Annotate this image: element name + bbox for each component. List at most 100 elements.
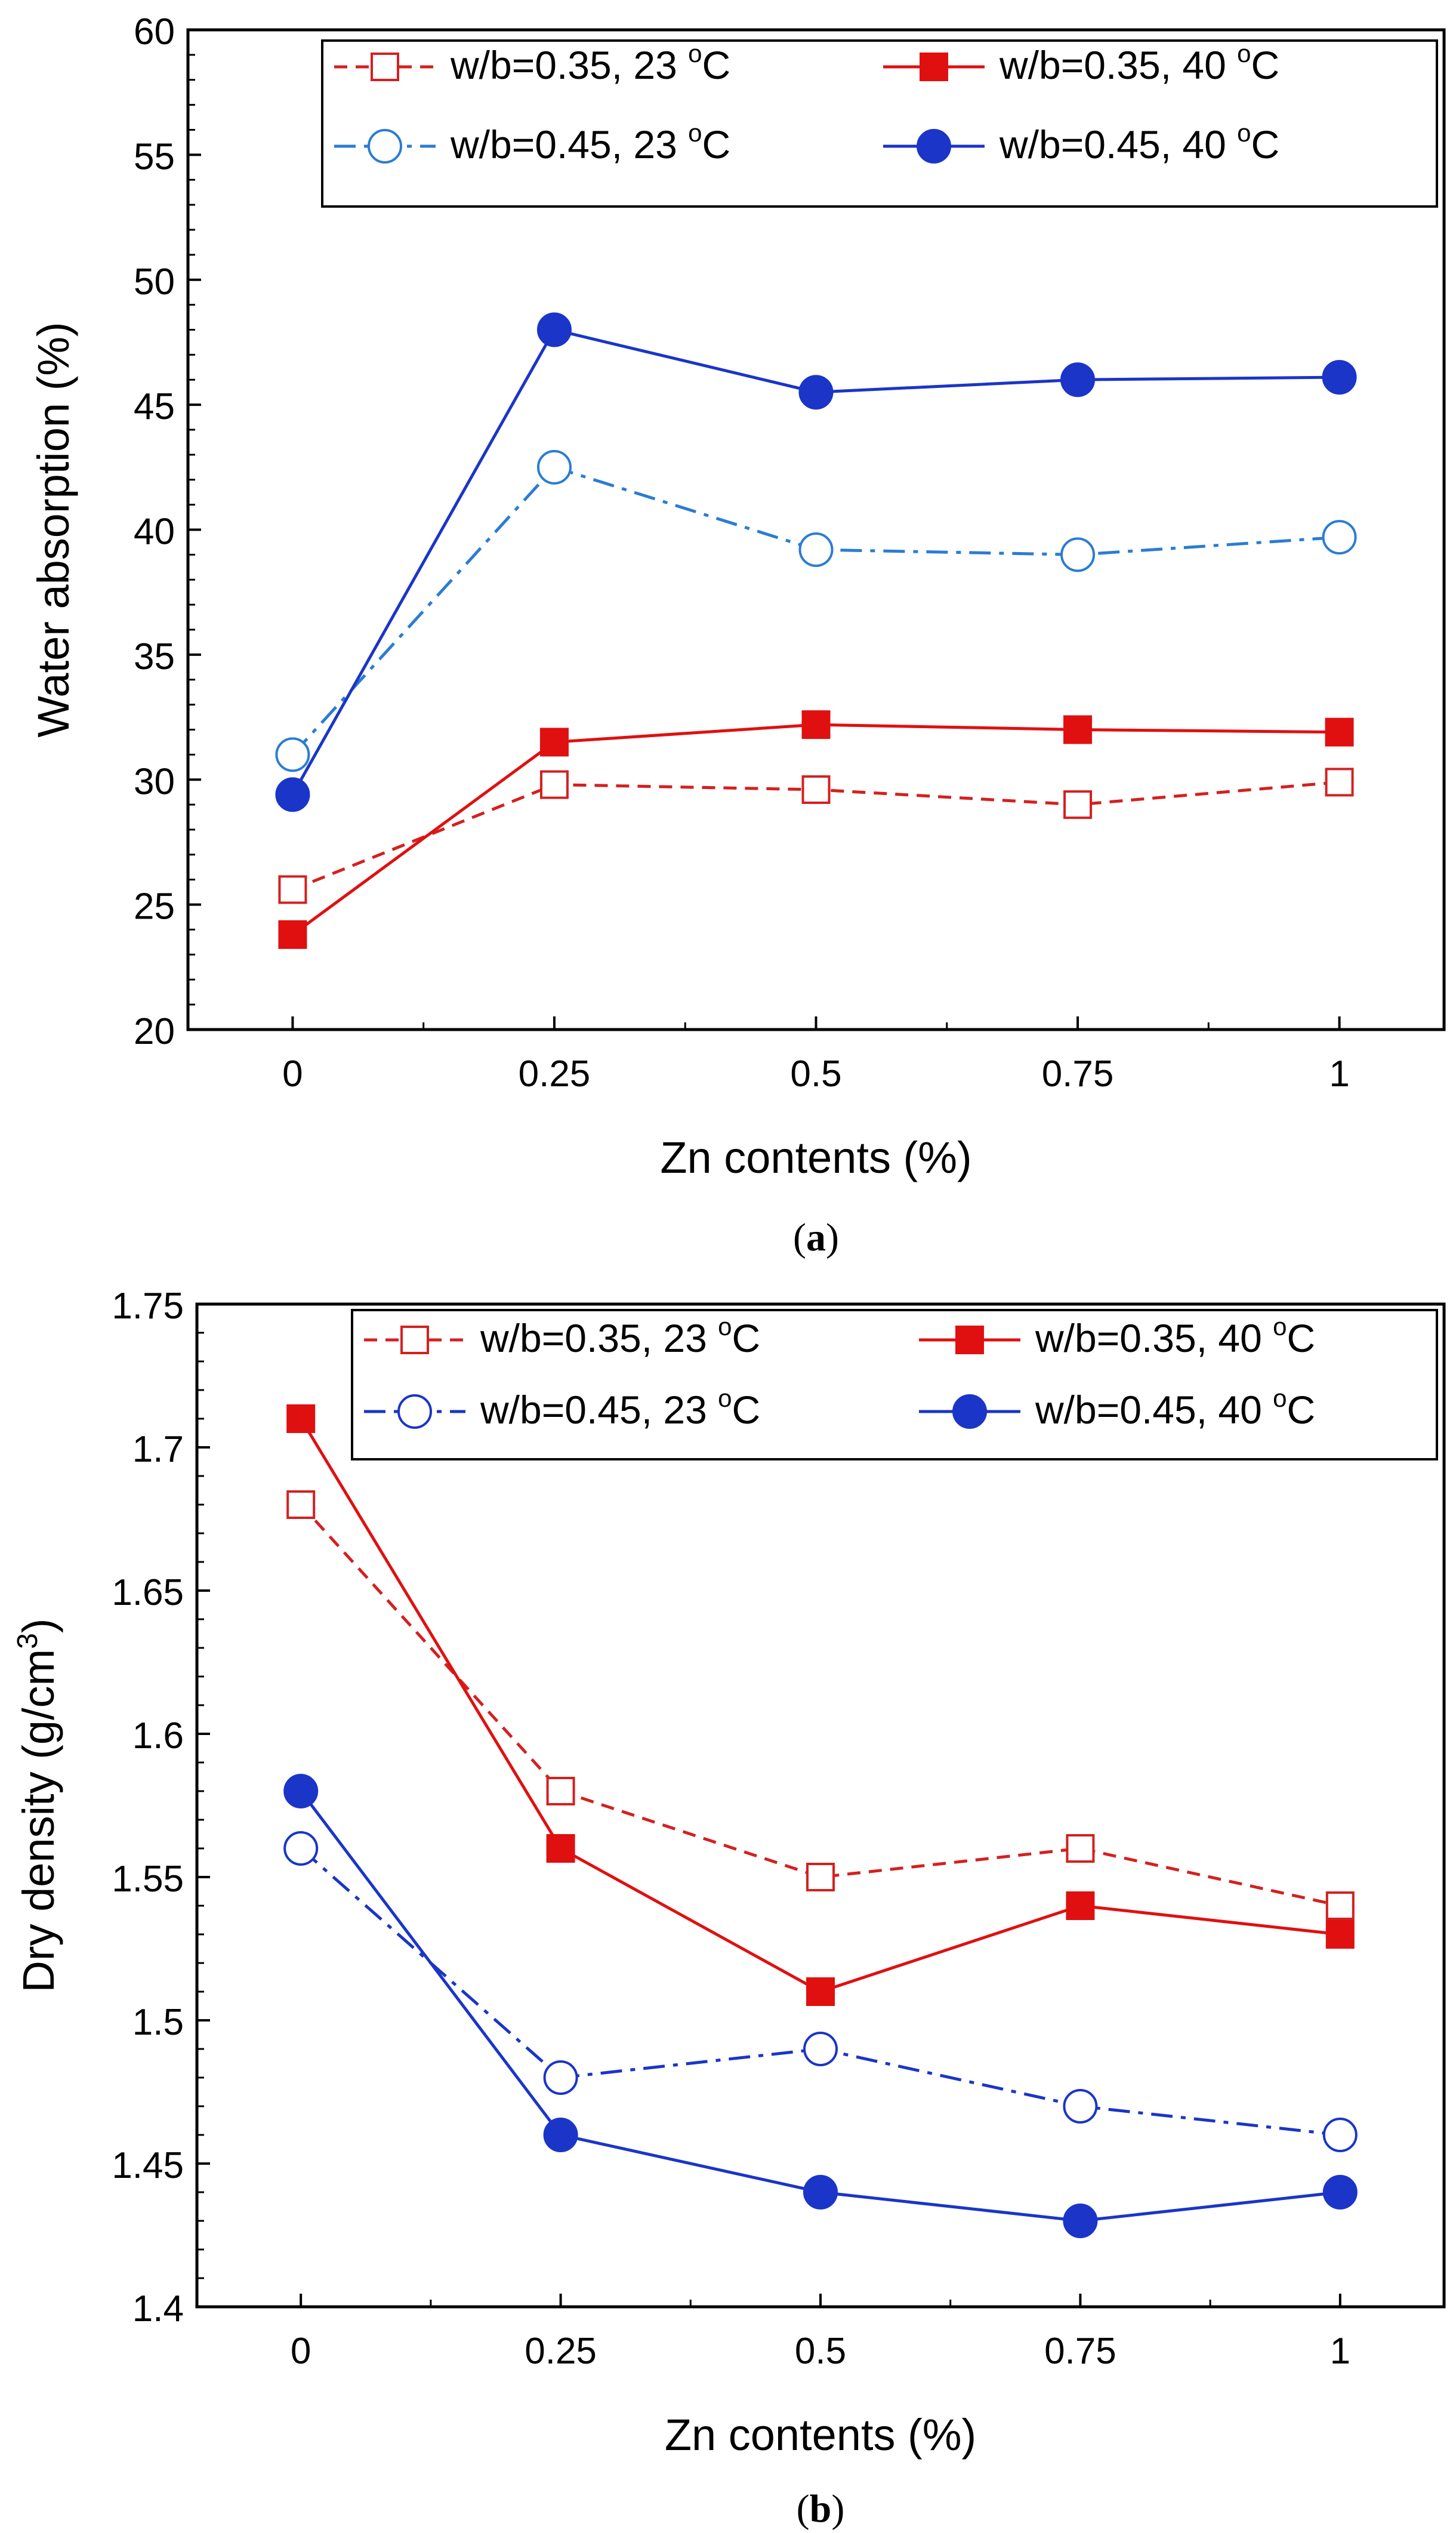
- series-2-point: [543, 2060, 578, 2095]
- series-0-point: [1325, 1891, 1355, 1920]
- y-tick-label: 60: [134, 11, 175, 53]
- legend-marker-3: [952, 1394, 987, 1429]
- legend-label-text: w/b=0.35, 40: [1035, 1316, 1273, 1360]
- y-tick-label: 45: [134, 386, 175, 427]
- series-2-point: [275, 737, 310, 772]
- legend-label-2: w/b=0.45, 23 oC: [480, 1384, 760, 1432]
- panel-a: 20 25 30 35 40 45 50 55 60 0 0.25 0.5 0.75 1 Zn cont…: [29, 11, 1446, 1259]
- legend-label-unit: C: [732, 1316, 761, 1360]
- x-tick-label: 0: [282, 1053, 303, 1095]
- y-tick-label: 1.6: [132, 1715, 184, 1757]
- panel-b-caption: (b): [797, 2487, 845, 2531]
- series-1-point: [1066, 1891, 1095, 1920]
- series-0-point: [286, 1490, 316, 1519]
- x-tick-label: 1: [1330, 2331, 1350, 2372]
- x-tick-label: 0.5: [795, 2331, 846, 2372]
- legend-label-text: w/b=0.35, 23: [480, 1316, 718, 1360]
- y-tick-label: 1.4: [132, 2288, 184, 2329]
- panel-b-legend: w/b=0.35, 23 oC w/b=0.35, 40 oCw/b=0.45, …: [351, 1309, 1438, 1460]
- series-1-point: [1063, 715, 1093, 744]
- legend-label-degree: o: [718, 1384, 732, 1412]
- y-tick-label: 55: [134, 136, 175, 177]
- legend-label-text: w/b=0.45, 23: [450, 122, 688, 167]
- panel-b-y-axis-label: Dry density (g/cm3): [12, 1618, 63, 1992]
- legend-marker-0: [400, 1326, 429, 1354]
- legend-label-0: w/b=0.35, 23 oC: [450, 39, 730, 87]
- series-0-point: [806, 1863, 835, 1891]
- panel-a-x-ticks: 0 0.25 0.5 0.75 1: [282, 1016, 1350, 1095]
- legend-marker-0: [371, 53, 399, 81]
- legend-label-degree: o: [1273, 1312, 1287, 1341]
- series-line-0: [300, 1503, 1341, 1908]
- series-0-point: [278, 875, 307, 904]
- series-1-point: [286, 1404, 316, 1433]
- panel-b-y-axis-label-superscript: 3: [12, 1633, 44, 1649]
- legend-label-0: w/b=0.35, 23 oC: [480, 1312, 760, 1360]
- series-2-point: [1060, 537, 1096, 572]
- series-3-point: [283, 1774, 319, 1808]
- series-3-point: [803, 2175, 838, 2210]
- y-tick-label: 20: [134, 1011, 175, 1052]
- y-tick-label: 40: [134, 511, 175, 553]
- series-3-point: [536, 312, 572, 347]
- legend-box: [321, 39, 1438, 208]
- legend-label-3: w/b=0.45, 40 oC: [999, 119, 1279, 167]
- legend-label-1: w/b=0.35, 40 oC: [1035, 1312, 1315, 1360]
- panel-a-series-markers: [275, 312, 1357, 949]
- legend-label-degree: o: [688, 119, 702, 147]
- series-0-point: [1063, 790, 1093, 819]
- legend-label-unit: C: [1251, 43, 1280, 87]
- panel-b-x-ticks: 0 0.25 0.5 0.75 1: [291, 2294, 1350, 2372]
- panel-a-y-ticks: 20 25 30 35 40 45 50 55 60: [134, 11, 201, 1052]
- series-1-point: [806, 1977, 835, 2006]
- series-1-point: [801, 710, 831, 739]
- y-tick-label: 1.55: [112, 1859, 184, 1900]
- legend-label-unit: C: [702, 43, 731, 87]
- y-tick-label: 30: [134, 761, 175, 802]
- panel-b-y-axis-label-end: ): [14, 1618, 63, 1633]
- legend-label-degree: o: [718, 1312, 732, 1341]
- series-3-point: [1063, 2204, 1098, 2238]
- y-tick-label: 1.5: [132, 2002, 184, 2043]
- series-0-point: [539, 770, 569, 799]
- y-tick-label: 1.45: [112, 2145, 184, 2186]
- series-3-point: [1060, 362, 1096, 397]
- panel-a-y-axis-label: Water absorption (%): [29, 322, 78, 737]
- legend-label-text: w/b=0.35, 23: [450, 43, 688, 87]
- legend-label-unit: C: [1287, 1388, 1316, 1432]
- legend-label-text: w/b=0.45, 40: [999, 122, 1237, 167]
- legend-label-text: w/b=0.45, 23: [480, 1388, 718, 1432]
- series-2-point: [798, 532, 834, 567]
- series-3-point: [1322, 2175, 1358, 2210]
- legend-label-1: w/b=0.35, 40 oC: [999, 39, 1279, 87]
- x-tick-label: 0.75: [1044, 2331, 1116, 2372]
- x-tick-label: 0.75: [1042, 1053, 1114, 1095]
- legend-marker-2: [397, 1394, 432, 1429]
- legend-marker-1: [955, 1326, 984, 1354]
- panel-a-legend: w/b=0.35, 23 oC w/b=0.35, 40 oCw/b=0.45, …: [321, 39, 1438, 208]
- legend-label-3: w/b=0.45, 40 oC: [1035, 1384, 1315, 1432]
- series-2-point: [283, 1831, 319, 1866]
- panel-b-caption-letter: b: [810, 2487, 832, 2531]
- panel-b-series-markers: [283, 1404, 1358, 2238]
- y-tick-label: 50: [134, 261, 175, 303]
- legend-label-text: w/b=0.45, 40: [1035, 1388, 1273, 1432]
- series-3-point: [543, 2118, 578, 2152]
- series-1-point: [1325, 717, 1354, 747]
- legend-label-text: w/b=0.35, 40: [999, 43, 1237, 87]
- series-2-point: [536, 449, 572, 485]
- series-1-point: [539, 728, 569, 757]
- legend-label-unit: C: [702, 122, 731, 167]
- series-3-point: [1322, 360, 1357, 395]
- x-tick-label: 0.5: [790, 1053, 841, 1095]
- legend-label-degree: o: [1237, 119, 1251, 147]
- x-tick-label: 0: [291, 2331, 311, 2372]
- panel-b-x-axis-label: Zn contents (%): [665, 2410, 976, 2460]
- y-tick-label: 1.75: [112, 1286, 184, 1327]
- x-tick-label: 0.25: [519, 1053, 591, 1095]
- legend-marker-1: [920, 53, 948, 81]
- series-1-point: [1325, 1920, 1355, 1949]
- legend-marker-2: [368, 129, 402, 164]
- panel-a-caption-letter: a: [806, 1216, 826, 1259]
